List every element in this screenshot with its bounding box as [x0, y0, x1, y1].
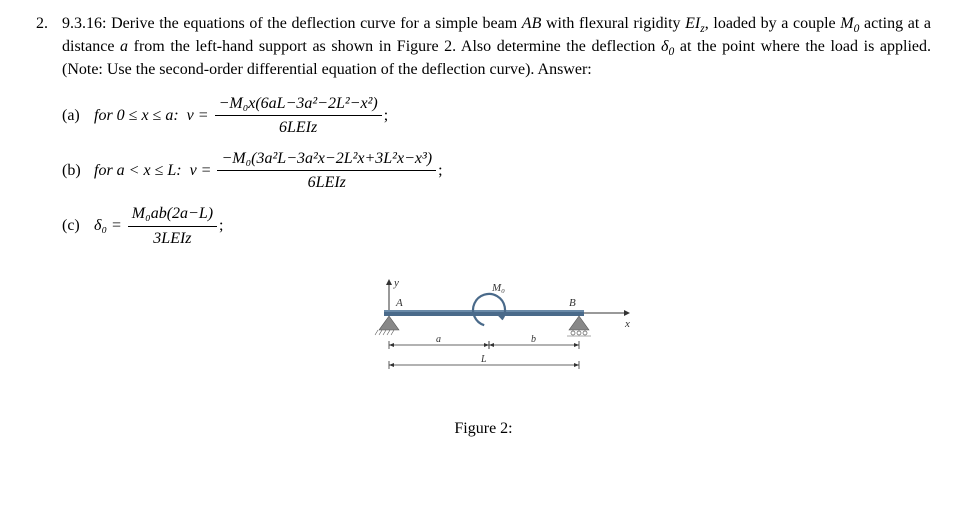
problem-number: 2. [36, 12, 62, 82]
answer-a-suffix: ; [384, 104, 388, 127]
answer-a-frac: −M₀x(6aL−3a²−2L²−x²) 6LEIz [215, 92, 382, 139]
beam-diagram: y x A B M₀ a b L [334, 270, 634, 400]
sym-AB: AB [522, 15, 542, 32]
answer-b: (b) for a < x ≤ L: v = −M₀(3a²L−3a²x−2L²… [62, 147, 931, 194]
answers-list: (a) for 0 ≤ x ≤ a: v = −M₀x(6aL−3a²−2L²−… [36, 92, 931, 250]
problem-body: 9.3.16: Derive the equations of the defl… [62, 12, 931, 82]
answer-b-prefix: for a < x ≤ L: v = [94, 159, 215, 182]
t3: , loaded by a couple [705, 15, 841, 32]
answer-a: (a) for 0 ≤ x ≤ a: v = −M₀x(6aL−3a²−2L²−… [62, 92, 931, 139]
answer-c-suffix: ; [219, 214, 223, 237]
sym-EIz: EIz [685, 15, 705, 32]
svg-text:y: y [393, 277, 399, 289]
answer-b-suffix: ; [438, 159, 442, 182]
svg-text:A: A [395, 297, 403, 309]
answer-c-prefix: δ₀ = [94, 214, 126, 237]
answer-b-frac: −M₀(3a²L−3a²x−2L²x+3L²x−x³) 6LEIz [217, 147, 436, 194]
problem-statement: 2. 9.3.16: Derive the equations of the d… [36, 12, 931, 82]
answer-c-frac: M₀ab(2a−L) 3LEIz [128, 202, 217, 249]
svg-text:x: x [624, 318, 630, 330]
sym-a: a [120, 38, 128, 55]
svg-text:L: L [480, 354, 487, 365]
sym-d0: δ0 [661, 38, 674, 55]
answer-a-label: (a) [62, 104, 94, 127]
figure-caption: Figure 2: [36, 417, 931, 440]
figure-wrap: y x A B M₀ a b L Figure 2: [36, 270, 931, 440]
answer-b-label: (b) [62, 159, 94, 182]
svg-text:B: B [569, 297, 576, 309]
t2: with flexural rigidity [541, 15, 685, 32]
problem-ref: 9.3.16: [62, 15, 106, 32]
svg-text:a: a [436, 334, 441, 345]
sym-M0: M0 [840, 15, 859, 32]
svg-text:b: b [531, 334, 536, 345]
answer-c-label: (c) [62, 214, 94, 237]
svg-text:M₀: M₀ [491, 282, 505, 294]
t5: from the left-hand support as shown in F… [128, 38, 661, 55]
t1: Derive the equations of the deflection c… [111, 15, 522, 32]
answer-a-prefix: for 0 ≤ x ≤ a: v = [94, 104, 213, 127]
answer-c: (c) δ₀ = M₀ab(2a−L) 3LEIz ; [62, 202, 931, 249]
